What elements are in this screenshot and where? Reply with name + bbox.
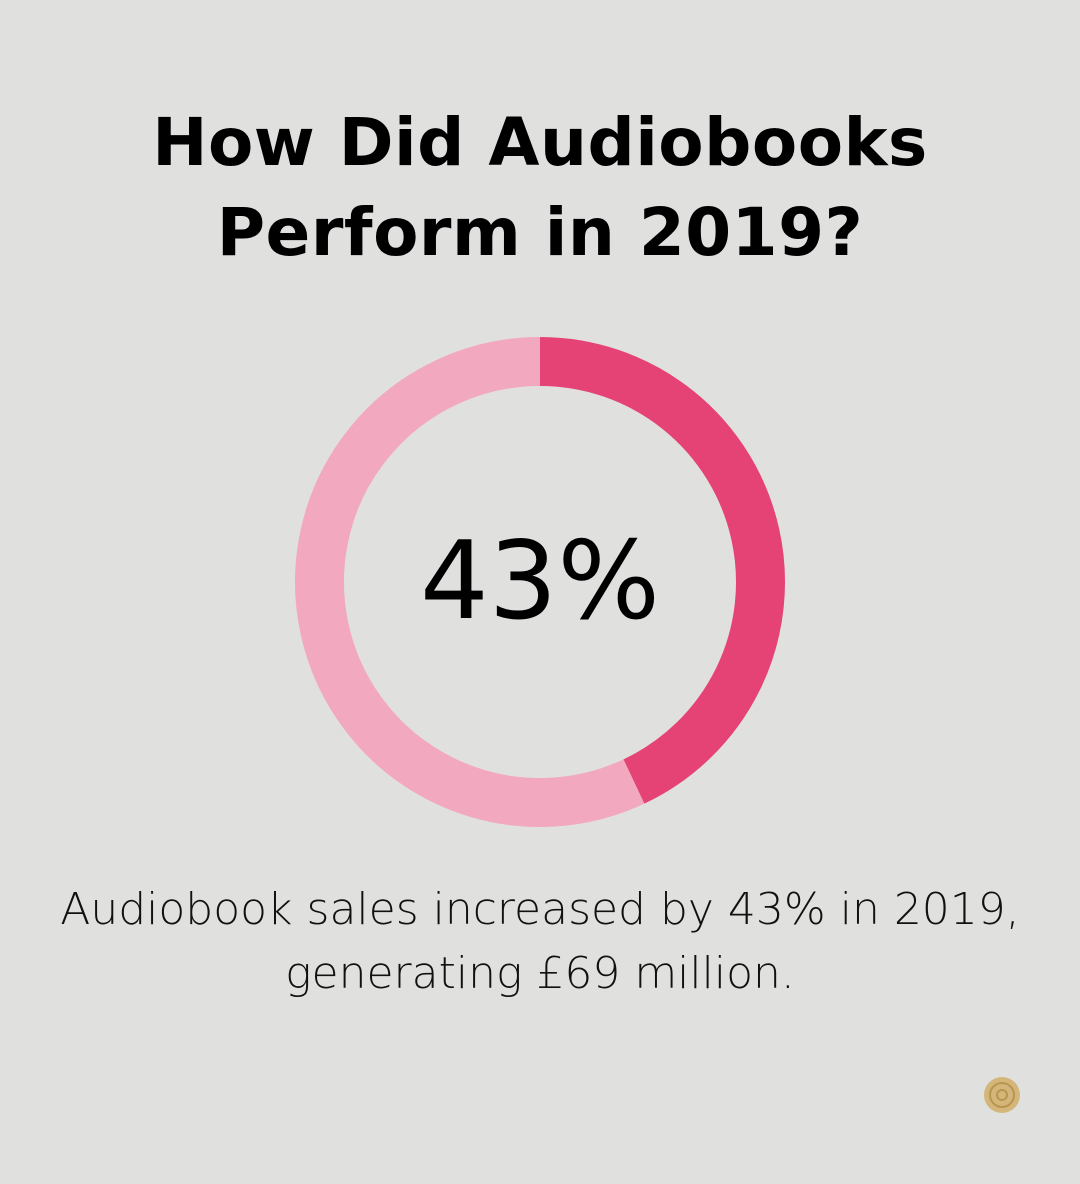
donut-segment-remainder	[295, 337, 645, 827]
logo-emblem-icon	[984, 1077, 1020, 1113]
donut-center-label: 43%	[419, 519, 661, 644]
page-title: How Did Audiobooks Perform in 2019?	[152, 104, 928, 271]
brand-logo	[972, 1076, 1032, 1118]
donut-segment-value	[539, 337, 785, 804]
caption: Audiobook sales increased by 43% in 2019…	[60, 884, 1020, 999]
